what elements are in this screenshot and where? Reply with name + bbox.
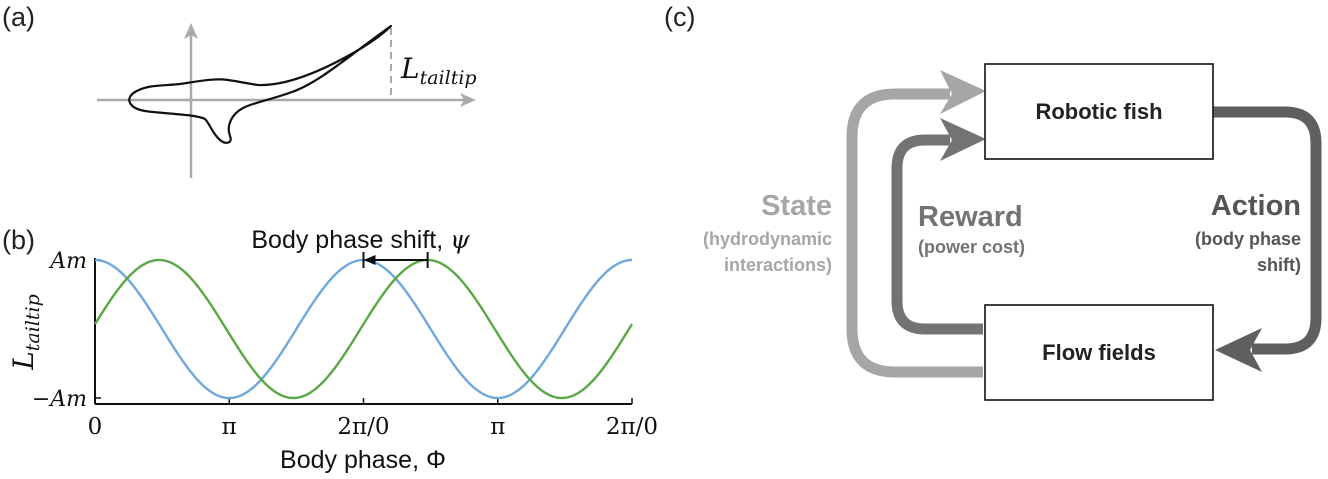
action-sublabel-2: shift) [1257, 255, 1301, 275]
series-line-1 [93, 258, 634, 400]
panel-c-label: (c) [664, 2, 695, 32]
state-sublabel-1: (hydrodynamic [703, 229, 832, 249]
fish-y-axis-arrow-icon [184, 23, 198, 39]
state-loop-arrow [846, 88, 983, 378]
x-tick-label: π [222, 414, 237, 440]
reward-arrow-head-icon [940, 118, 986, 161]
x-tick-label: π [490, 414, 505, 440]
chart-x-label: Body phase, Φ [280, 446, 446, 474]
y-tick-label: Am [48, 249, 87, 274]
state-arrow-head-icon [940, 70, 986, 114]
shift-label: Body phase shift, ψ [251, 225, 470, 254]
x-tick-label: 0 [88, 414, 103, 440]
flow-fields-label: Flow fields [1042, 340, 1156, 365]
action-sublabel-1: (body phase [1195, 229, 1301, 249]
fish-x-axis-arrow-icon [460, 93, 476, 107]
robotic-fish-box [984, 63, 1214, 160]
shift-arrow-icon [363, 255, 376, 265]
series-line-0 [94, 258, 633, 400]
fish-outline-icon [128, 24, 393, 144]
action-loop-arrow [1213, 106, 1322, 355]
state-label: State [761, 190, 832, 222]
tailtip-label: Ltailtip [400, 52, 477, 89]
chart-annotation: Body phase shift, ψ [251, 225, 470, 268]
action-arrow-head-icon [1215, 328, 1262, 372]
y-tick-label: −Am [32, 387, 87, 412]
reward-label: Reward [918, 201, 1023, 233]
reward-sublabel: (power cost) [918, 237, 1025, 257]
x-tick-label: 2π/0 [337, 414, 389, 440]
flow-fields-box [984, 304, 1214, 401]
x-tick-label: 2π/0 [606, 414, 658, 440]
chart-ticks: 0 π 2π/0 π 2π/0 Am −Am [32, 249, 658, 440]
state-sublabel-2: interactions) [724, 255, 832, 275]
panel-a: (a) Ltailtip [2, 2, 477, 178]
reward-loop-arrow [891, 134, 983, 335]
chart-series [93, 258, 634, 400]
chart-y-label: Ltailtip [7, 294, 44, 371]
robotic-fish-label: Robotic fish [1035, 99, 1162, 124]
panel-a-label: (a) [2, 2, 35, 32]
panel-b-label: (b) [2, 225, 35, 255]
action-label: Action [1211, 190, 1301, 222]
panel-b: (b) 0 π 2π/0 π 2π/0 Am −Am Body phase shift, ψ… [2, 225, 658, 474]
panel-c: (c) Robotic fish Flow fields State (hydr… [664, 2, 1322, 401]
